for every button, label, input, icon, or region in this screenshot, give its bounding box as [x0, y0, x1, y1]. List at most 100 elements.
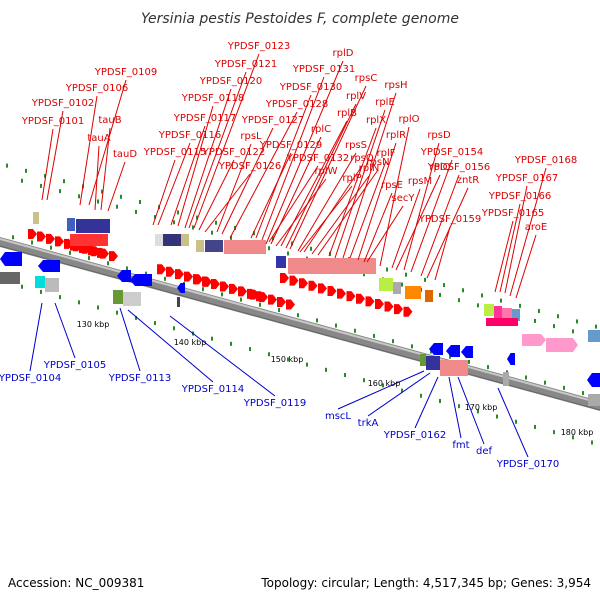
forward-gene-label: rpsD — [427, 130, 451, 141]
forward-gene-arrow — [203, 276, 212, 287]
forward-leader-line — [280, 120, 348, 247]
reverse-gene-arrow — [587, 373, 600, 387]
forward-gene-label: YPDSF_0116 — [158, 130, 221, 141]
reverse-gene-arrow — [507, 353, 515, 365]
forward-gene-label: aroE — [525, 222, 547, 233]
forward-leader-line — [379, 126, 410, 267]
forward-gene-label: YPDSF_0156 — [427, 162, 490, 173]
scale-tick-mark — [481, 293, 483, 298]
forward-gene-label: YPDSF_0102 — [31, 98, 94, 109]
forward-leader-line — [193, 53, 260, 229]
forward-leader-line — [152, 159, 176, 226]
scale-tick-mark — [458, 404, 460, 409]
reverse-gene-arrow — [38, 260, 60, 272]
scale-tick-mark — [287, 251, 289, 256]
forward-gene-label: rplR — [386, 130, 406, 141]
forward-gene-block — [288, 258, 376, 274]
reverse-leader-line — [497, 387, 529, 458]
forward-gene-label: YPDSF_0128 — [265, 99, 328, 110]
reverse-leader-line — [29, 302, 43, 372]
forward-gene-block — [163, 234, 183, 246]
forward-leader-line — [434, 226, 451, 281]
forward-leader-line — [177, 105, 214, 227]
reverse-gene-arrow — [177, 283, 185, 293]
forward-leader-line — [229, 111, 298, 239]
forward-gene-label: YPDSF_0154 — [420, 147, 483, 158]
gene-features — [0, 212, 600, 406]
forward-leader-line — [265, 60, 344, 245]
gene-labels: YPDSF_0101 YPDSF_0102 YPDSF_0106 YPDSF_0109… — [0, 41, 577, 470]
forward-gene-label: YPDSF_0167 — [495, 173, 558, 184]
scale-tick-mark — [382, 383, 384, 388]
forward-leader-line — [255, 94, 312, 239]
forward-gene-block — [33, 212, 39, 224]
scale-tick-mark — [240, 297, 242, 302]
reverse-leader-line — [414, 376, 439, 429]
forward-gene-label: YPDSF_0165 — [481, 208, 544, 219]
reverse-gene-block — [503, 372, 509, 386]
scale-tick-mark — [202, 287, 204, 292]
reverse-leader-line — [367, 372, 431, 417]
scale-tick-mark — [139, 199, 141, 204]
reverse-gene-block — [420, 354, 426, 366]
forward-gene-block — [205, 240, 223, 252]
scale-tick-mark — [534, 424, 536, 429]
reverse-gene-arrow — [446, 345, 460, 357]
reverse-gene-label: YPDSF_0113 — [108, 373, 171, 384]
forward-gene-label: rplD — [333, 48, 354, 59]
reverse-leader-line — [457, 376, 485, 445]
backbone-highlight — [0, 238, 600, 404]
scale-tick-mark — [21, 284, 23, 289]
reverse-gene-block — [123, 292, 141, 306]
scale-tick-mark — [325, 367, 327, 372]
forward-leader-line — [297, 152, 357, 252]
forward-gene-arrow — [194, 274, 203, 285]
forward-gene-label: rplN — [359, 163, 380, 174]
forward-gene-arrow — [346, 291, 356, 302]
scale-tick-mark — [154, 321, 156, 326]
forward-leader-line — [334, 109, 386, 259]
scale-tick-mark — [477, 409, 479, 414]
scale-tick-mark — [40, 183, 42, 188]
forward-gene-label: rplO — [398, 114, 419, 125]
forward-gene-block — [76, 219, 110, 233]
reverse-leader-line — [337, 370, 425, 410]
forward-gene-label: rpsM — [408, 176, 432, 187]
forward-gene-block — [276, 256, 286, 268]
forward-gene-arrow — [211, 279, 220, 290]
forward-gene-block — [196, 240, 204, 252]
forward-gene-label: rpsQ — [350, 153, 374, 164]
forward-gene-arrow — [166, 266, 175, 277]
scale-tick-mark — [59, 189, 61, 194]
reverse-gene-arrow — [117, 270, 131, 282]
scale-label: 180 kbp — [561, 428, 594, 437]
forward-leader-line — [157, 142, 191, 226]
forward-gene-block — [224, 240, 266, 254]
forward-gene-label: rpsH — [384, 80, 407, 91]
forward-leader-line — [261, 76, 325, 241]
forward-gene-label: YPDSF_0117 — [173, 113, 236, 124]
scale-label: 150 kbp — [271, 355, 304, 364]
scale-tick-mark — [101, 189, 103, 194]
forward-gene-label: YPDSF_0132 — [286, 153, 349, 164]
forward-gene-arrow — [259, 292, 268, 303]
forward-gene-block — [484, 304, 494, 316]
forward-gene-label: zntR — [457, 175, 480, 186]
reverse-gene-block — [440, 360, 468, 376]
scale-tick-mark — [268, 352, 270, 357]
backbone-shadow — [0, 245, 600, 411]
forward-gene-block — [502, 308, 512, 320]
forward-gene-label: rplP — [342, 173, 361, 184]
forward-leader-line — [289, 85, 367, 250]
scale-tick-mark — [40, 289, 42, 294]
forward-gene-label: rpsN — [366, 157, 389, 168]
forward-leader-line — [328, 127, 377, 257]
forward-gene-arrow — [229, 283, 238, 294]
forward-gene-label: tauA — [87, 133, 110, 144]
forward-gene-arrow — [375, 298, 384, 309]
scale-tick-mark — [576, 319, 578, 324]
scale-tick-mark — [268, 246, 270, 251]
scale-tick-mark — [477, 303, 479, 308]
forward-gene-block — [512, 309, 520, 321]
scale-tick-mark — [363, 378, 365, 383]
